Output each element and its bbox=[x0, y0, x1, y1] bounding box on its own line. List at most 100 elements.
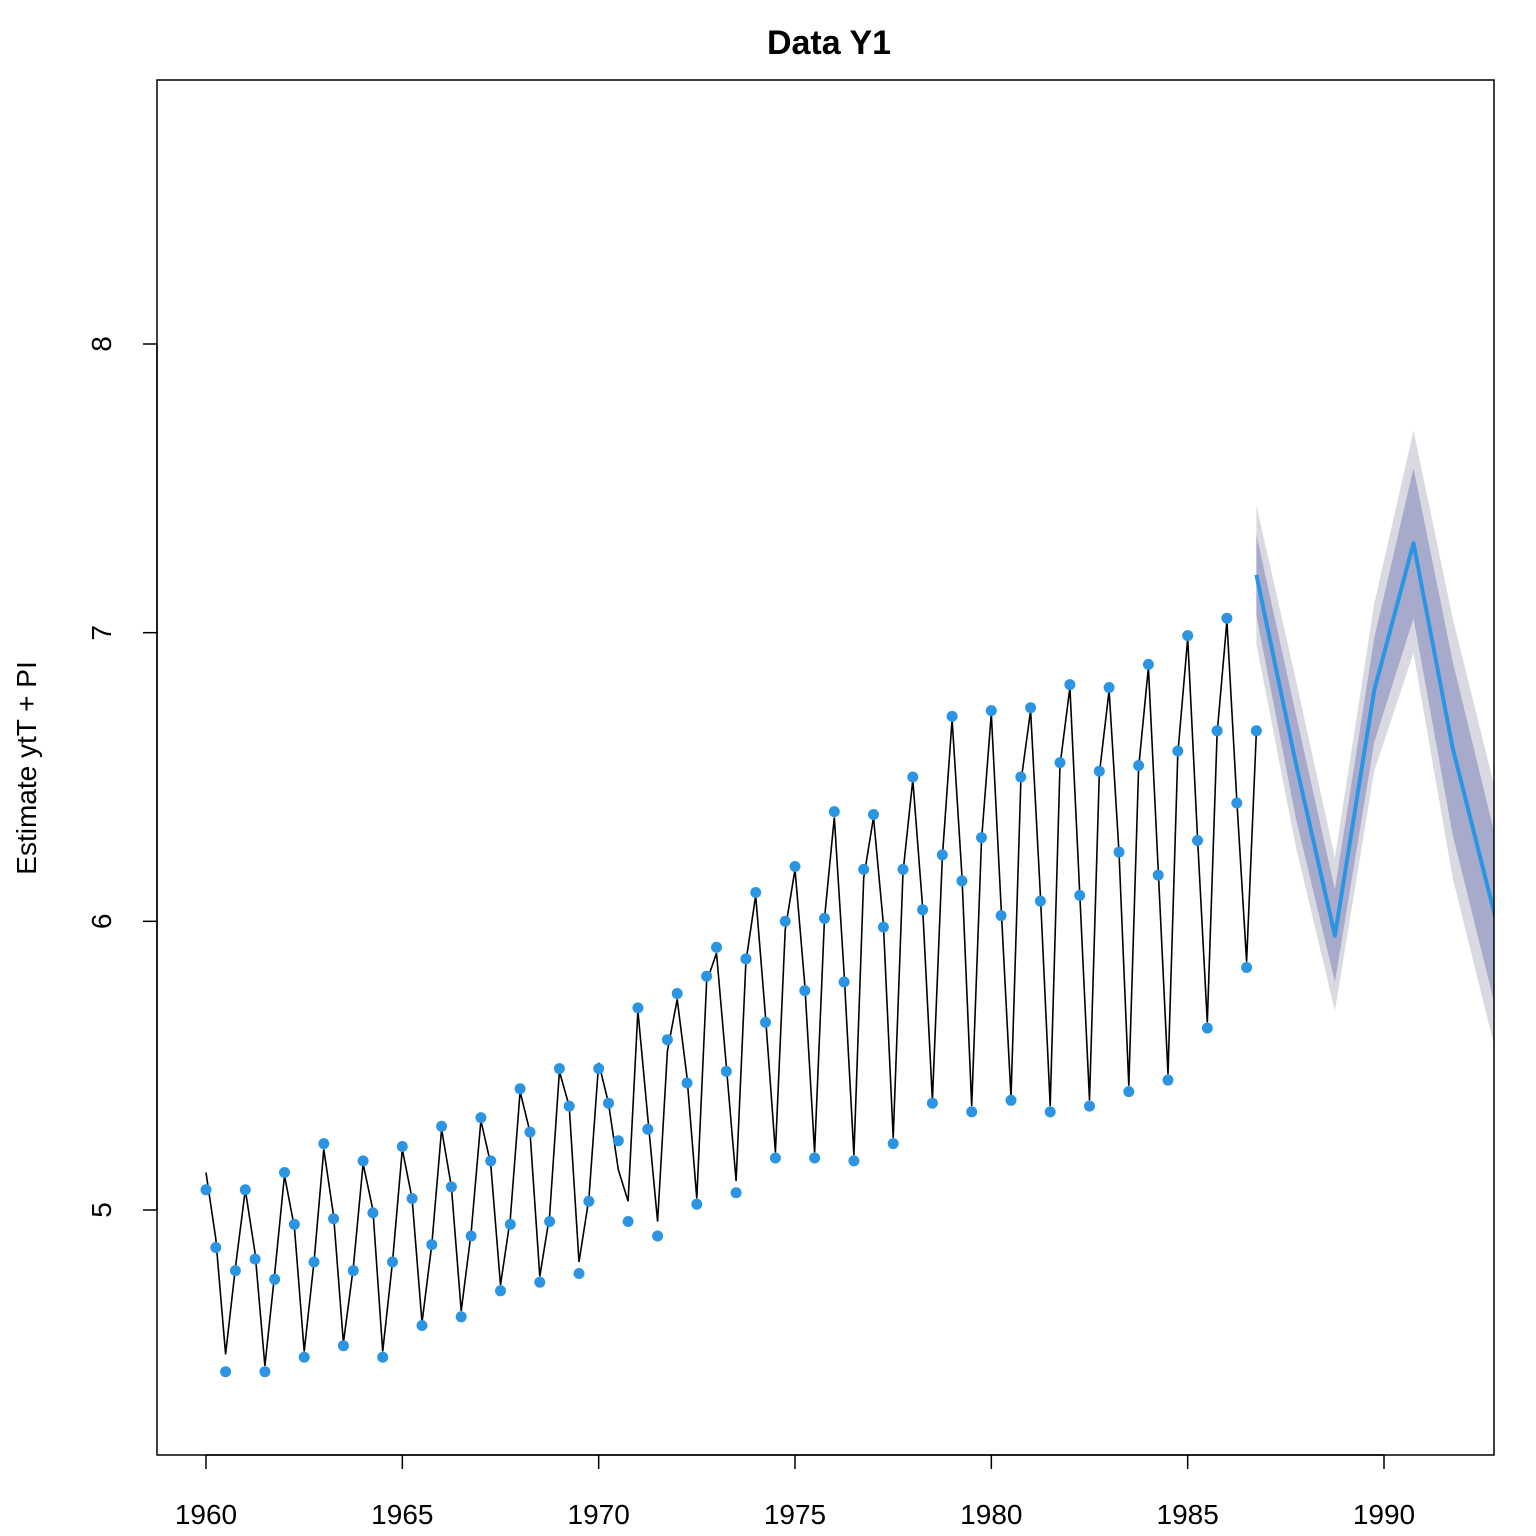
observed-data-point bbox=[976, 832, 987, 844]
observed-data-point bbox=[1152, 869, 1164, 881]
observed-data-point bbox=[1025, 702, 1037, 714]
observed-data-point bbox=[995, 910, 1007, 922]
observed-data-point bbox=[907, 771, 919, 783]
forecast-series-line bbox=[1254, 541, 1494, 938]
observed-data-point bbox=[789, 861, 801, 872]
observed-data-point bbox=[985, 705, 997, 717]
observed-data-point bbox=[445, 1181, 457, 1193]
observed-data-point bbox=[681, 1077, 693, 1089]
observed-data-point bbox=[357, 1155, 369, 1167]
observed-data-point bbox=[387, 1256, 398, 1268]
observed-data-point bbox=[632, 1002, 644, 1014]
observed-data-point bbox=[1201, 1022, 1213, 1034]
observed-data-point bbox=[603, 1097, 614, 1109]
observed-data-point bbox=[436, 1120, 448, 1132]
observed-data-point bbox=[1211, 725, 1223, 737]
observed-data-point bbox=[426, 1239, 438, 1251]
y-axis: 5 6 7 8 bbox=[86, 336, 158, 1218]
observed-data-point bbox=[1123, 1086, 1135, 1098]
observed-data-point bbox=[220, 1366, 232, 1378]
y-tick-label: 5 bbox=[86, 1202, 117, 1218]
y-tick-label: 8 bbox=[86, 336, 117, 352]
observed-data-point bbox=[1103, 682, 1115, 693]
observed-data-point bbox=[956, 875, 968, 887]
observed-data-point bbox=[711, 941, 722, 953]
observed-data-point bbox=[838, 976, 850, 988]
observed-data-point bbox=[367, 1207, 379, 1219]
x-tick-label: 1960 bbox=[175, 1499, 237, 1530]
observed-data-point bbox=[819, 912, 830, 924]
observed-data-point bbox=[583, 1195, 595, 1207]
observed-data-point bbox=[760, 1016, 771, 1028]
observed-data-point bbox=[946, 710, 958, 722]
observed-data-point bbox=[308, 1256, 320, 1268]
observed-data-point bbox=[553, 1063, 565, 1075]
observed-data-point bbox=[279, 1167, 290, 1178]
observed-data-point bbox=[1093, 765, 1105, 777]
observed-data-point bbox=[701, 970, 713, 982]
observed-data-point bbox=[809, 1152, 821, 1164]
observed-data-point bbox=[1084, 1100, 1095, 1112]
x-tick-label: 1975 bbox=[764, 1499, 826, 1530]
observed-data-point bbox=[691, 1198, 703, 1210]
observed-data-point bbox=[858, 863, 870, 875]
observed-data-point bbox=[495, 1285, 506, 1297]
x-tick-label: 1970 bbox=[568, 1499, 630, 1530]
observed-data-point bbox=[544, 1216, 556, 1227]
observed-data-point bbox=[897, 863, 909, 875]
observed-data-point bbox=[534, 1276, 546, 1288]
observed-data-point bbox=[926, 1097, 938, 1109]
observed-data-point bbox=[514, 1083, 526, 1095]
observed-data-point bbox=[504, 1218, 516, 1230]
observed-data-point bbox=[740, 953, 752, 965]
observed-data-point bbox=[465, 1230, 477, 1242]
observed-data-point bbox=[917, 904, 929, 916]
observed-data-point bbox=[868, 809, 879, 820]
observed-data-point bbox=[1034, 895, 1046, 907]
observed-data-point bbox=[288, 1218, 300, 1230]
observed-data-point bbox=[1005, 1094, 1017, 1106]
observed-data-point bbox=[612, 1135, 624, 1147]
observed-data-point bbox=[750, 887, 762, 898]
observed-data-point bbox=[328, 1213, 340, 1225]
y-tick-label: 6 bbox=[86, 914, 117, 930]
observed-data-point bbox=[1015, 771, 1027, 783]
observed-data-point bbox=[848, 1155, 860, 1167]
observed-data-point bbox=[259, 1366, 271, 1378]
observed-data-point bbox=[779, 915, 791, 927]
observed-data-point bbox=[642, 1123, 654, 1135]
observed-data-point bbox=[661, 1034, 673, 1046]
fitted-series-line bbox=[205, 621, 1258, 1366]
observed-data-point bbox=[1250, 725, 1262, 737]
observed-data-point bbox=[877, 921, 889, 933]
observed-data-point bbox=[249, 1253, 261, 1265]
observed-data-point bbox=[573, 1268, 585, 1279]
observed-data-point bbox=[1044, 1106, 1056, 1118]
observed-data-point bbox=[475, 1112, 487, 1124]
observed-data-point bbox=[1182, 630, 1194, 642]
observed-data-point bbox=[1162, 1074, 1174, 1086]
observed-data-point bbox=[1074, 889, 1086, 901]
observed-data-point bbox=[1142, 658, 1154, 670]
x-tick-label: 1965 bbox=[371, 1499, 433, 1530]
observed-data-point bbox=[671, 988, 683, 999]
observed-data-point bbox=[269, 1273, 281, 1285]
observed-data-point bbox=[455, 1311, 467, 1323]
observed-data-point bbox=[406, 1193, 418, 1204]
observed-data-point bbox=[622, 1216, 634, 1227]
observed-data-point bbox=[318, 1138, 330, 1150]
observed-data-point bbox=[1221, 612, 1233, 624]
observed-data-point bbox=[966, 1106, 978, 1118]
observed-data-point bbox=[210, 1242, 222, 1253]
x-axis: 1960 1965 1970 1975 1980 1985 1990 bbox=[175, 1454, 1415, 1530]
forecast-inner-interval bbox=[1256, 468, 1494, 1003]
observed-data-point bbox=[936, 849, 948, 861]
observed-data-point bbox=[298, 1351, 310, 1363]
observed-data-point bbox=[1133, 760, 1145, 771]
observed-data-point bbox=[1241, 962, 1253, 973]
observed-data-point bbox=[396, 1141, 408, 1152]
observed-data-point bbox=[1054, 757, 1066, 769]
observed-data-point bbox=[593, 1063, 605, 1075]
chart-title: Data Y1 bbox=[767, 24, 891, 62]
observed-data-point bbox=[720, 1065, 732, 1077]
